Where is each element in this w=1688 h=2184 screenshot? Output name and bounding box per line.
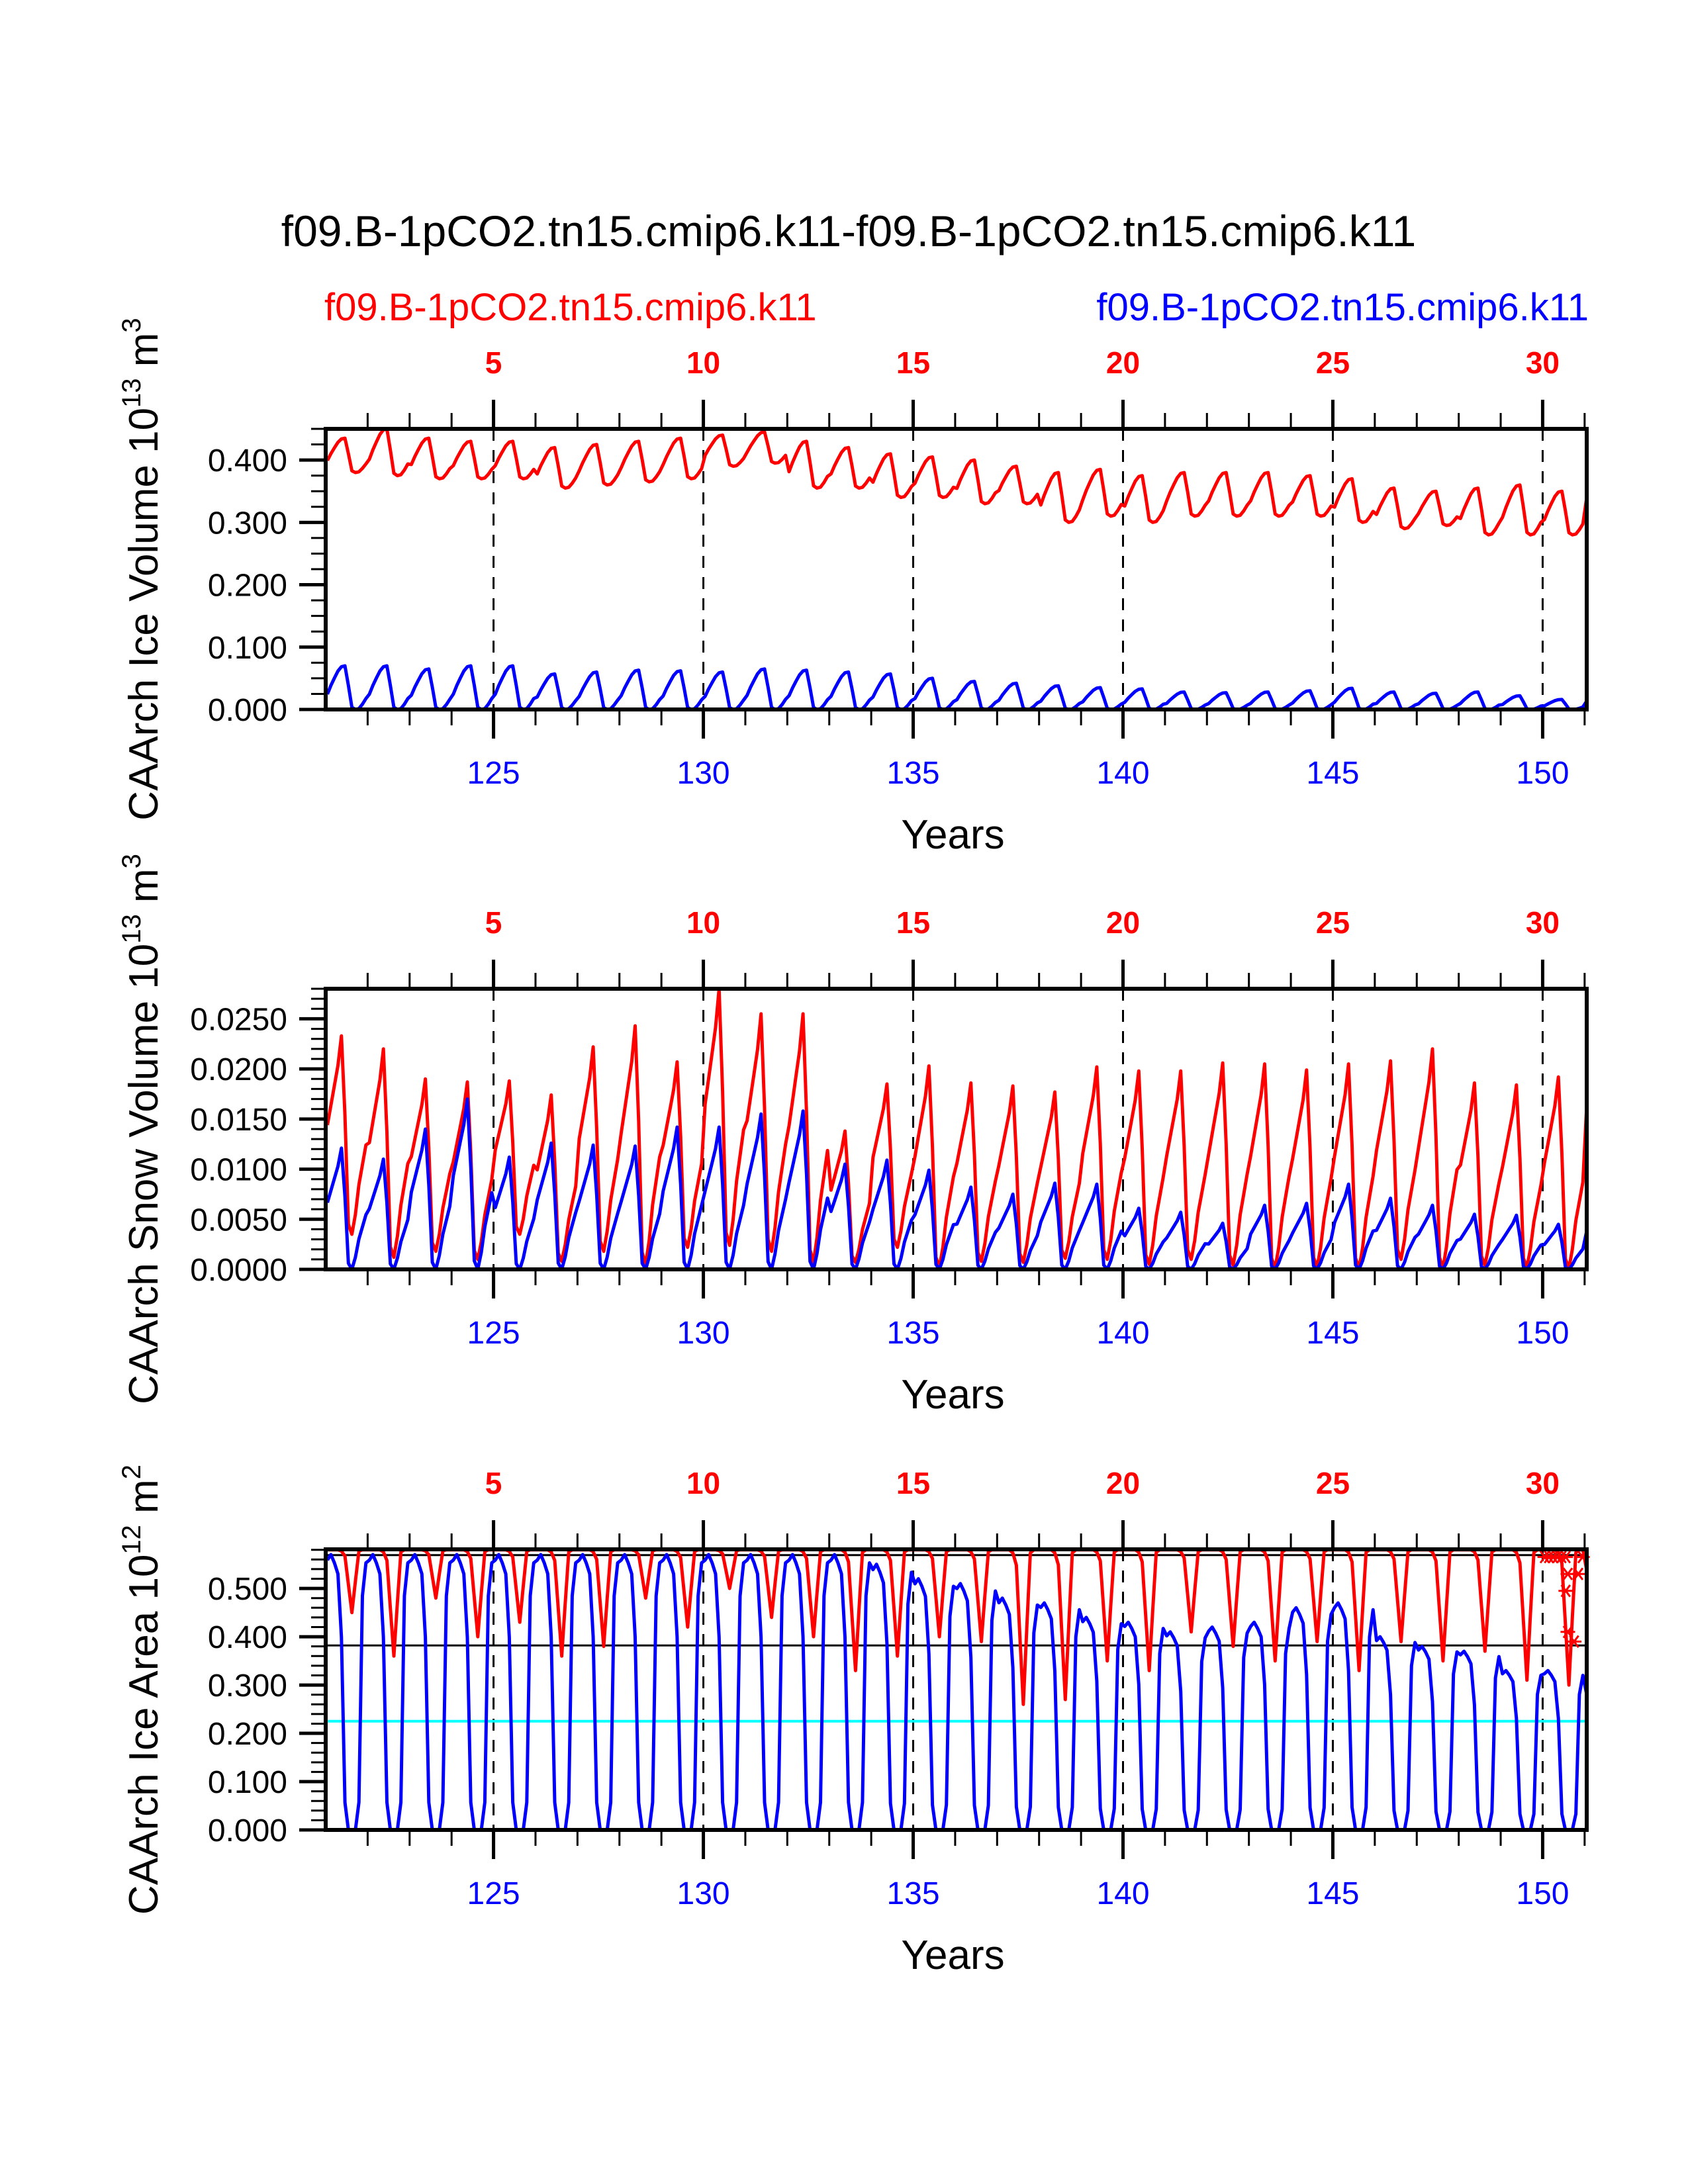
plot-frame xyxy=(324,1547,1589,1832)
x-top-tick-label: 5 xyxy=(485,345,502,380)
x-bottom-tick-label: 130 xyxy=(677,1316,730,1351)
asterisk-marker xyxy=(1558,1584,1573,1598)
y-label-exponent: 12 xyxy=(117,1525,146,1555)
y-tick-label: 0.0250 xyxy=(190,1002,287,1037)
y-tick-label: 0.100 xyxy=(208,1765,287,1800)
x-axis-label: Years xyxy=(901,812,1004,858)
series-group xyxy=(326,429,1587,709)
y-label-text: CAArch Snow Volume 10 xyxy=(121,944,167,1404)
y-label-unit-exponent: 3 xyxy=(117,854,146,868)
y-tick-label: 0.0050 xyxy=(190,1203,287,1238)
x-top-tick-label: 30 xyxy=(1526,905,1560,940)
x-bottom-tick-label: 145 xyxy=(1306,1876,1359,1911)
x-top-tick-label: 25 xyxy=(1316,1466,1350,1500)
y-label-exponent: 13 xyxy=(117,378,146,408)
y-tick-label: 0.400 xyxy=(208,443,287,478)
panel-1: 0.000 0.100 0.200 0.300 0.400 125 5 130 10 135 15 1… xyxy=(117,318,1589,858)
series-line-blue xyxy=(326,664,1587,709)
y-label-unit: m xyxy=(121,333,167,379)
y-label-unit-exponent: 3 xyxy=(117,318,146,332)
x-top-tick-label: 20 xyxy=(1106,345,1140,380)
x-top-tick-label: 25 xyxy=(1316,905,1350,940)
x-top-tick-label: 20 xyxy=(1106,1466,1140,1500)
y-tick-label: 0.000 xyxy=(208,693,287,728)
asterisk-marker xyxy=(1558,1550,1573,1564)
x-top-tick-label: 10 xyxy=(686,905,720,940)
x-bottom-tick-label: 130 xyxy=(677,756,730,791)
x-bottom-tick-label: 145 xyxy=(1306,1316,1359,1351)
x-top-tick-label: 30 xyxy=(1526,345,1560,380)
asterisk-marker xyxy=(1571,1567,1586,1580)
y-tick-label: 0.0200 xyxy=(190,1052,287,1087)
y-label-unit: m xyxy=(121,868,167,914)
x-bottom-tick-label: 125 xyxy=(467,1316,520,1351)
y-tick-label: 0.0000 xyxy=(190,1253,287,1288)
y-tick-label: 0.500 xyxy=(208,1572,287,1607)
x-top-tick-label: 30 xyxy=(1526,1466,1560,1500)
x-bottom-tick-label: 150 xyxy=(1516,1316,1569,1351)
y-tick-label: 0.400 xyxy=(208,1620,287,1655)
asterisk-marker xyxy=(1566,1635,1581,1649)
panel-2: 0.0000 0.0050 0.0100 0.0150 0.0200 0.0250 125 5… xyxy=(117,854,1589,1418)
x-bottom-tick-label: 140 xyxy=(1096,1316,1149,1351)
series-line-red xyxy=(326,989,1587,1269)
y-axis-label: CAArch Ice Volume 1013 m3 xyxy=(117,318,167,820)
x-bottom-tick-label: 140 xyxy=(1096,1876,1149,1911)
x-bottom-tick-label: 125 xyxy=(467,1876,520,1911)
y-tick-label: 0.200 xyxy=(208,1717,287,1752)
x-axis-label: Years xyxy=(901,1933,1004,1978)
y-axis-label: CAArch Snow Volume 1013 m3 xyxy=(117,854,167,1404)
x-top-tick-label: 10 xyxy=(686,345,720,380)
marker-stroke xyxy=(1573,1567,1584,1580)
y-tick-label: 0.100 xyxy=(208,631,287,666)
y-tick-label: 0.200 xyxy=(208,569,287,604)
x-top-tick-label: 15 xyxy=(896,345,930,380)
series-line-red xyxy=(327,1549,1587,1706)
y-label-unit: m xyxy=(121,1479,167,1525)
y-axis-label: CAArch Ice Area 1012 m2 xyxy=(117,1465,167,1915)
y-tick-label: 0.0150 xyxy=(190,1103,287,1138)
x-bottom-tick-label: 130 xyxy=(677,1876,730,1911)
y-label-unit-exponent: 2 xyxy=(117,1465,146,1479)
x-top-tick-label: 15 xyxy=(896,1466,930,1500)
series-group xyxy=(326,1549,1587,1830)
legend-blue-label: f09.B-1pCO2.tn15.cmip6.k11 xyxy=(1096,286,1589,329)
x-bottom-tick-label: 125 xyxy=(467,756,520,791)
chart-title: f09.B-1pCO2.tn15.cmip6.k11-f09.B-1pCO2.t… xyxy=(281,206,1416,255)
x-top-tick-label: 5 xyxy=(485,905,502,940)
y-label-text: CAArch Ice Volume 10 xyxy=(121,408,167,821)
series-line-blue xyxy=(326,1097,1587,1269)
x-top-tick-label: 5 xyxy=(485,1466,502,1500)
marker-stroke xyxy=(1569,1635,1579,1649)
x-top-tick-label: 15 xyxy=(896,905,930,940)
y-tick-label: 0.000 xyxy=(208,1813,287,1848)
y-label-text: CAArch Ice Area 10 xyxy=(121,1555,167,1915)
series-line-blue xyxy=(326,1553,1587,1830)
x-bottom-tick-label: 135 xyxy=(886,756,939,791)
marker-stroke xyxy=(1562,1625,1573,1639)
marker-stroke xyxy=(1560,1584,1571,1598)
x-bottom-tick-label: 150 xyxy=(1516,1876,1569,1911)
y-tick-label: 0.300 xyxy=(208,506,287,541)
marker-stroke xyxy=(1560,1550,1571,1564)
plot-frame xyxy=(324,427,1589,711)
series-group xyxy=(326,989,1587,1269)
legend-red-label: f09.B-1pCO2.tn15.cmip6.k11 xyxy=(324,286,817,329)
x-axis-label: Years xyxy=(901,1372,1004,1418)
series-line-red xyxy=(326,429,1587,537)
y-tick-label: 0.0100 xyxy=(190,1153,287,1188)
x-bottom-tick-label: 150 xyxy=(1516,756,1569,791)
x-top-tick-label: 10 xyxy=(686,1466,720,1500)
y-label-exponent: 13 xyxy=(117,914,146,944)
x-bottom-tick-label: 135 xyxy=(886,1876,939,1911)
x-top-tick-label: 20 xyxy=(1106,905,1140,940)
y-tick-label: 0.300 xyxy=(208,1668,287,1704)
marker-stroke xyxy=(1562,1567,1573,1580)
panel-3: 0.000 0.100 0.200 0.300 0.400 0.500 125 5 130 10 1… xyxy=(117,1465,1590,1978)
x-top-tick-label: 25 xyxy=(1316,345,1350,380)
x-bottom-tick-label: 140 xyxy=(1096,756,1149,791)
x-bottom-tick-label: 135 xyxy=(886,1316,939,1351)
x-bottom-tick-label: 145 xyxy=(1306,756,1359,791)
